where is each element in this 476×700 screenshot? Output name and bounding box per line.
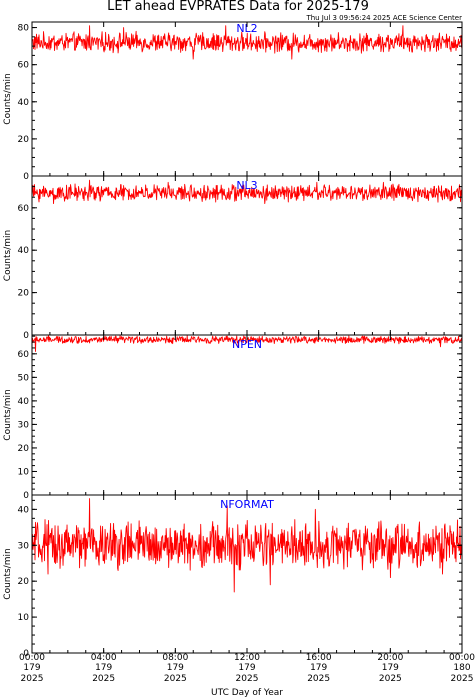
x-tick-label-year: 2025 [21,674,44,684]
x-tick-label-doy: 179 [382,663,399,673]
series-line-nl3 [31,179,463,205]
y-tick-label: 50 [18,373,30,383]
x-tick-label-time: 12:00 [234,653,260,663]
x-tick-label-year: 2025 [379,674,402,684]
x-tick-label-doy: 180 [453,663,470,673]
series-label-nl2: NL2 [236,22,257,35]
y-tick-label: 10 [18,467,30,477]
x-tick-label-doy: 179 [95,663,112,673]
y-axis-label: Counts/min [3,230,13,281]
panel-nformat: 0 10 20 30 40 Counts/min NFORMAT [3,494,463,659]
y-tick-label: 60 [18,350,30,360]
y-tick-label: 40 [18,246,30,256]
y-tick-label: 40 [18,98,30,108]
chart-title: LET ahead EVPRATES Data for 2025-179 [107,0,369,14]
y-tick-label: 60 [18,204,30,214]
panel-frame [31,334,463,496]
x-tick-label-year: 2025 [451,674,474,684]
series-line-nformat [31,498,463,593]
y-tick-label: 0 [23,649,29,659]
y-tick-label: 40 [18,397,30,407]
timestamp-text: Thu Jul 3 09:56:24 2025 ACE Science Cent… [305,14,462,22]
y-tick-label: 0 [23,331,29,341]
y-tick-label: 30 [18,420,30,430]
series-line-nl2 [31,25,463,60]
chart-panels: 0 20 40 60 80 Counts/min NL2 0 20 40 60 Counts/min N… [3,21,463,659]
y-tick-label: 0 [23,491,29,501]
x-tick-label-time: 16:00 [306,653,332,663]
x-tick-label-year: 2025 [92,674,115,684]
x-tick-label-doy: 179 [310,663,327,673]
x-tick-label-doy: 179 [23,663,40,673]
panel-frame [31,494,463,654]
x-tick-label-year: 2025 [164,674,187,684]
series-label-nformat: NFORMAT [220,498,274,511]
y-tick-label: 80 [18,24,30,34]
y-tick-label: 10 [18,613,30,623]
y-tick-label: 20 [18,444,30,454]
series-label-nl3: NL3 [236,179,257,192]
x-tick-label-time: 00:00 [449,653,475,663]
x-tick-label-time: 20:00 [377,653,403,663]
panel-npen: 0 10 20 30 40 50 60 Counts/min NPEN [3,334,463,501]
y-tick-label: 20 [18,577,30,587]
x-axis-ticks: 00:00179202504:00179202508:00179202512:0… [19,653,475,684]
panel-nl3: 0 20 40 60 Counts/min NL3 [3,175,463,341]
y-tick-label: 20 [18,135,30,145]
y-tick-label: 30 [18,541,30,551]
x-tick-label-doy: 179 [238,663,255,673]
y-axis-label: Counts/min [3,548,13,599]
y-tick-label: 60 [18,61,30,71]
x-axis-label: UTC Day of Year [211,688,283,698]
y-tick-label: 20 [18,289,30,299]
x-tick-label-year: 2025 [307,674,330,684]
x-tick-label-time: 04:00 [91,653,117,663]
y-tick-label: 40 [18,505,30,515]
x-tick-label-time: 00:00 [19,653,45,663]
panel-frame [31,175,463,336]
x-tick-label-year: 2025 [236,674,259,684]
y-axis-label: Counts/min [3,389,13,440]
panel-nl2: 0 20 40 60 80 Counts/min NL2 [3,21,463,182]
y-axis-label: Counts/min [3,73,13,124]
x-tick-label-doy: 179 [167,663,184,673]
y-tick-label: 0 [23,172,29,182]
series-label-npen: NPEN [232,338,262,351]
x-tick-label-time: 08:00 [162,653,188,663]
